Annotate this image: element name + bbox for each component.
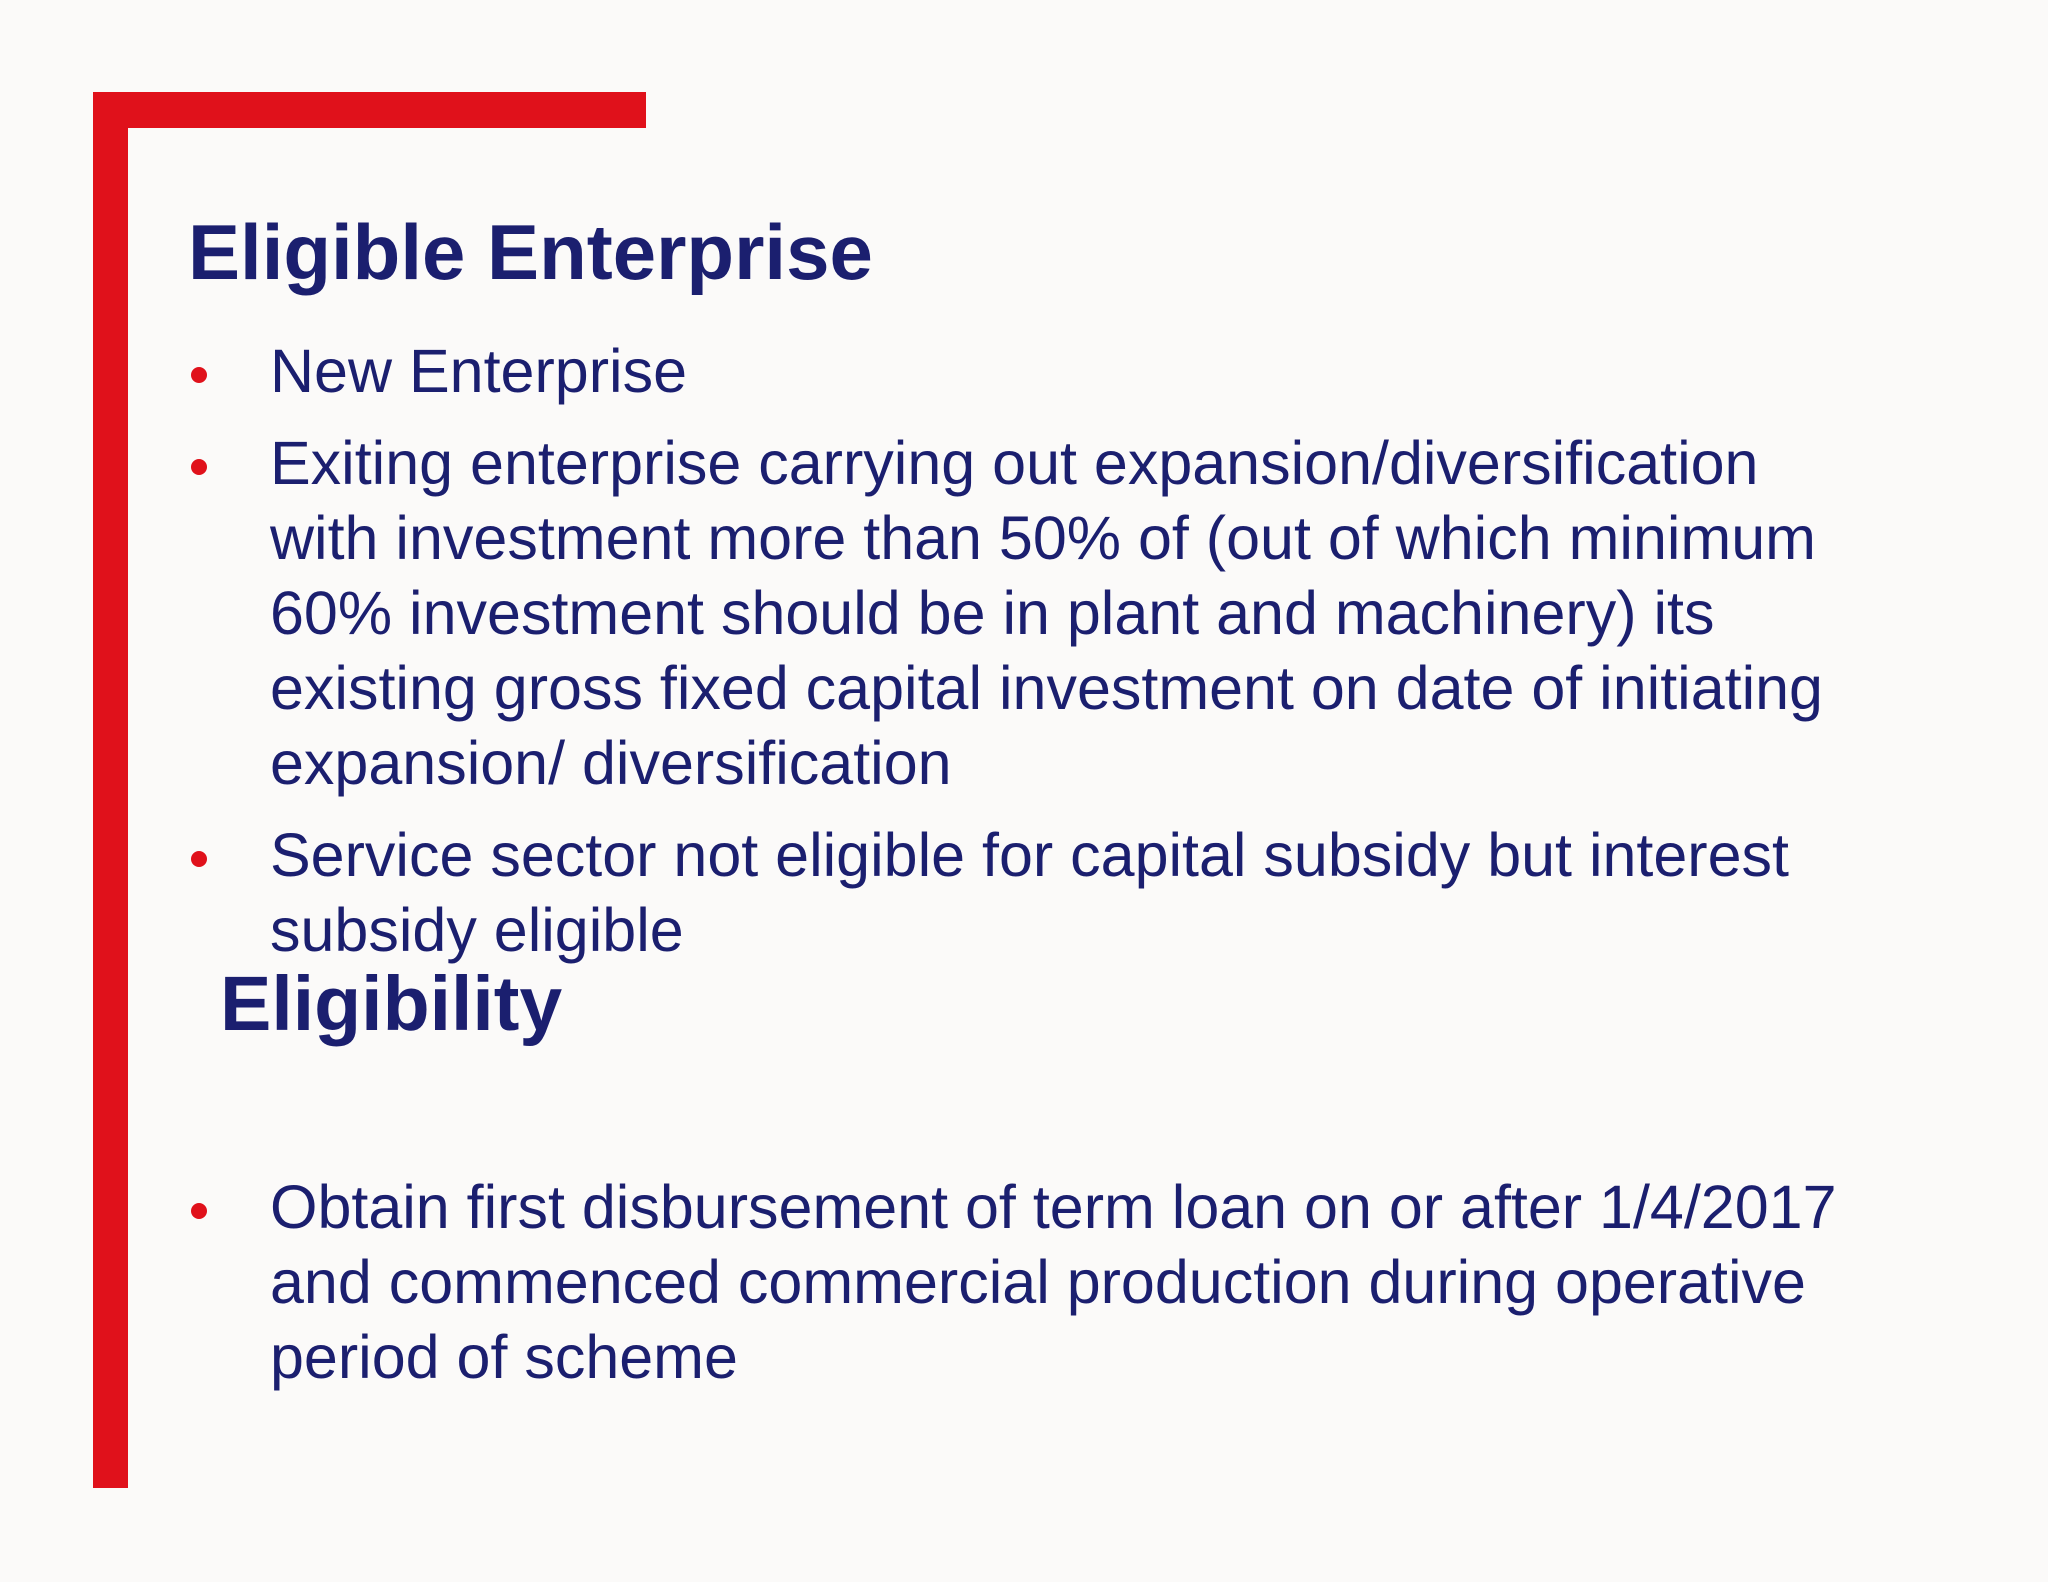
eligibility-heading: Eligibility [220,961,563,1047]
bullet-text-first-disbursement: Obtain first disbursement of term loan o… [270,1173,1837,1391]
eligible-enterprise-list: New Enterprise Exiting enterprise carryi… [183,334,1903,968]
bullet-icon [191,851,207,867]
slide-title: Eligible Enterprise [188,208,873,296]
list-item: Obtain first disbursement of term loan o… [183,1170,1903,1395]
list-item: New Enterprise [183,334,1903,409]
red-corner-horizontal-bar [93,92,646,128]
list-item: Service sector not eligible for capital … [183,818,1903,968]
list-item: Exiting enterprise carrying out expansio… [183,426,1903,801]
bullet-text-new-enterprise: New Enterprise [270,337,687,405]
bullet-icon [191,367,207,383]
eligibility-list: Obtain first disbursement of term loan o… [183,1170,1903,1395]
bullet-icon [191,459,207,475]
bullet-icon [191,1203,207,1219]
bullet-text-service-sector: Service sector not eligible for capital … [270,821,1789,964]
bullet-text-existing-enterprise-expansion: Exiting enterprise carrying out expansio… [270,429,1823,797]
red-corner-vertical-bar [93,92,128,1488]
